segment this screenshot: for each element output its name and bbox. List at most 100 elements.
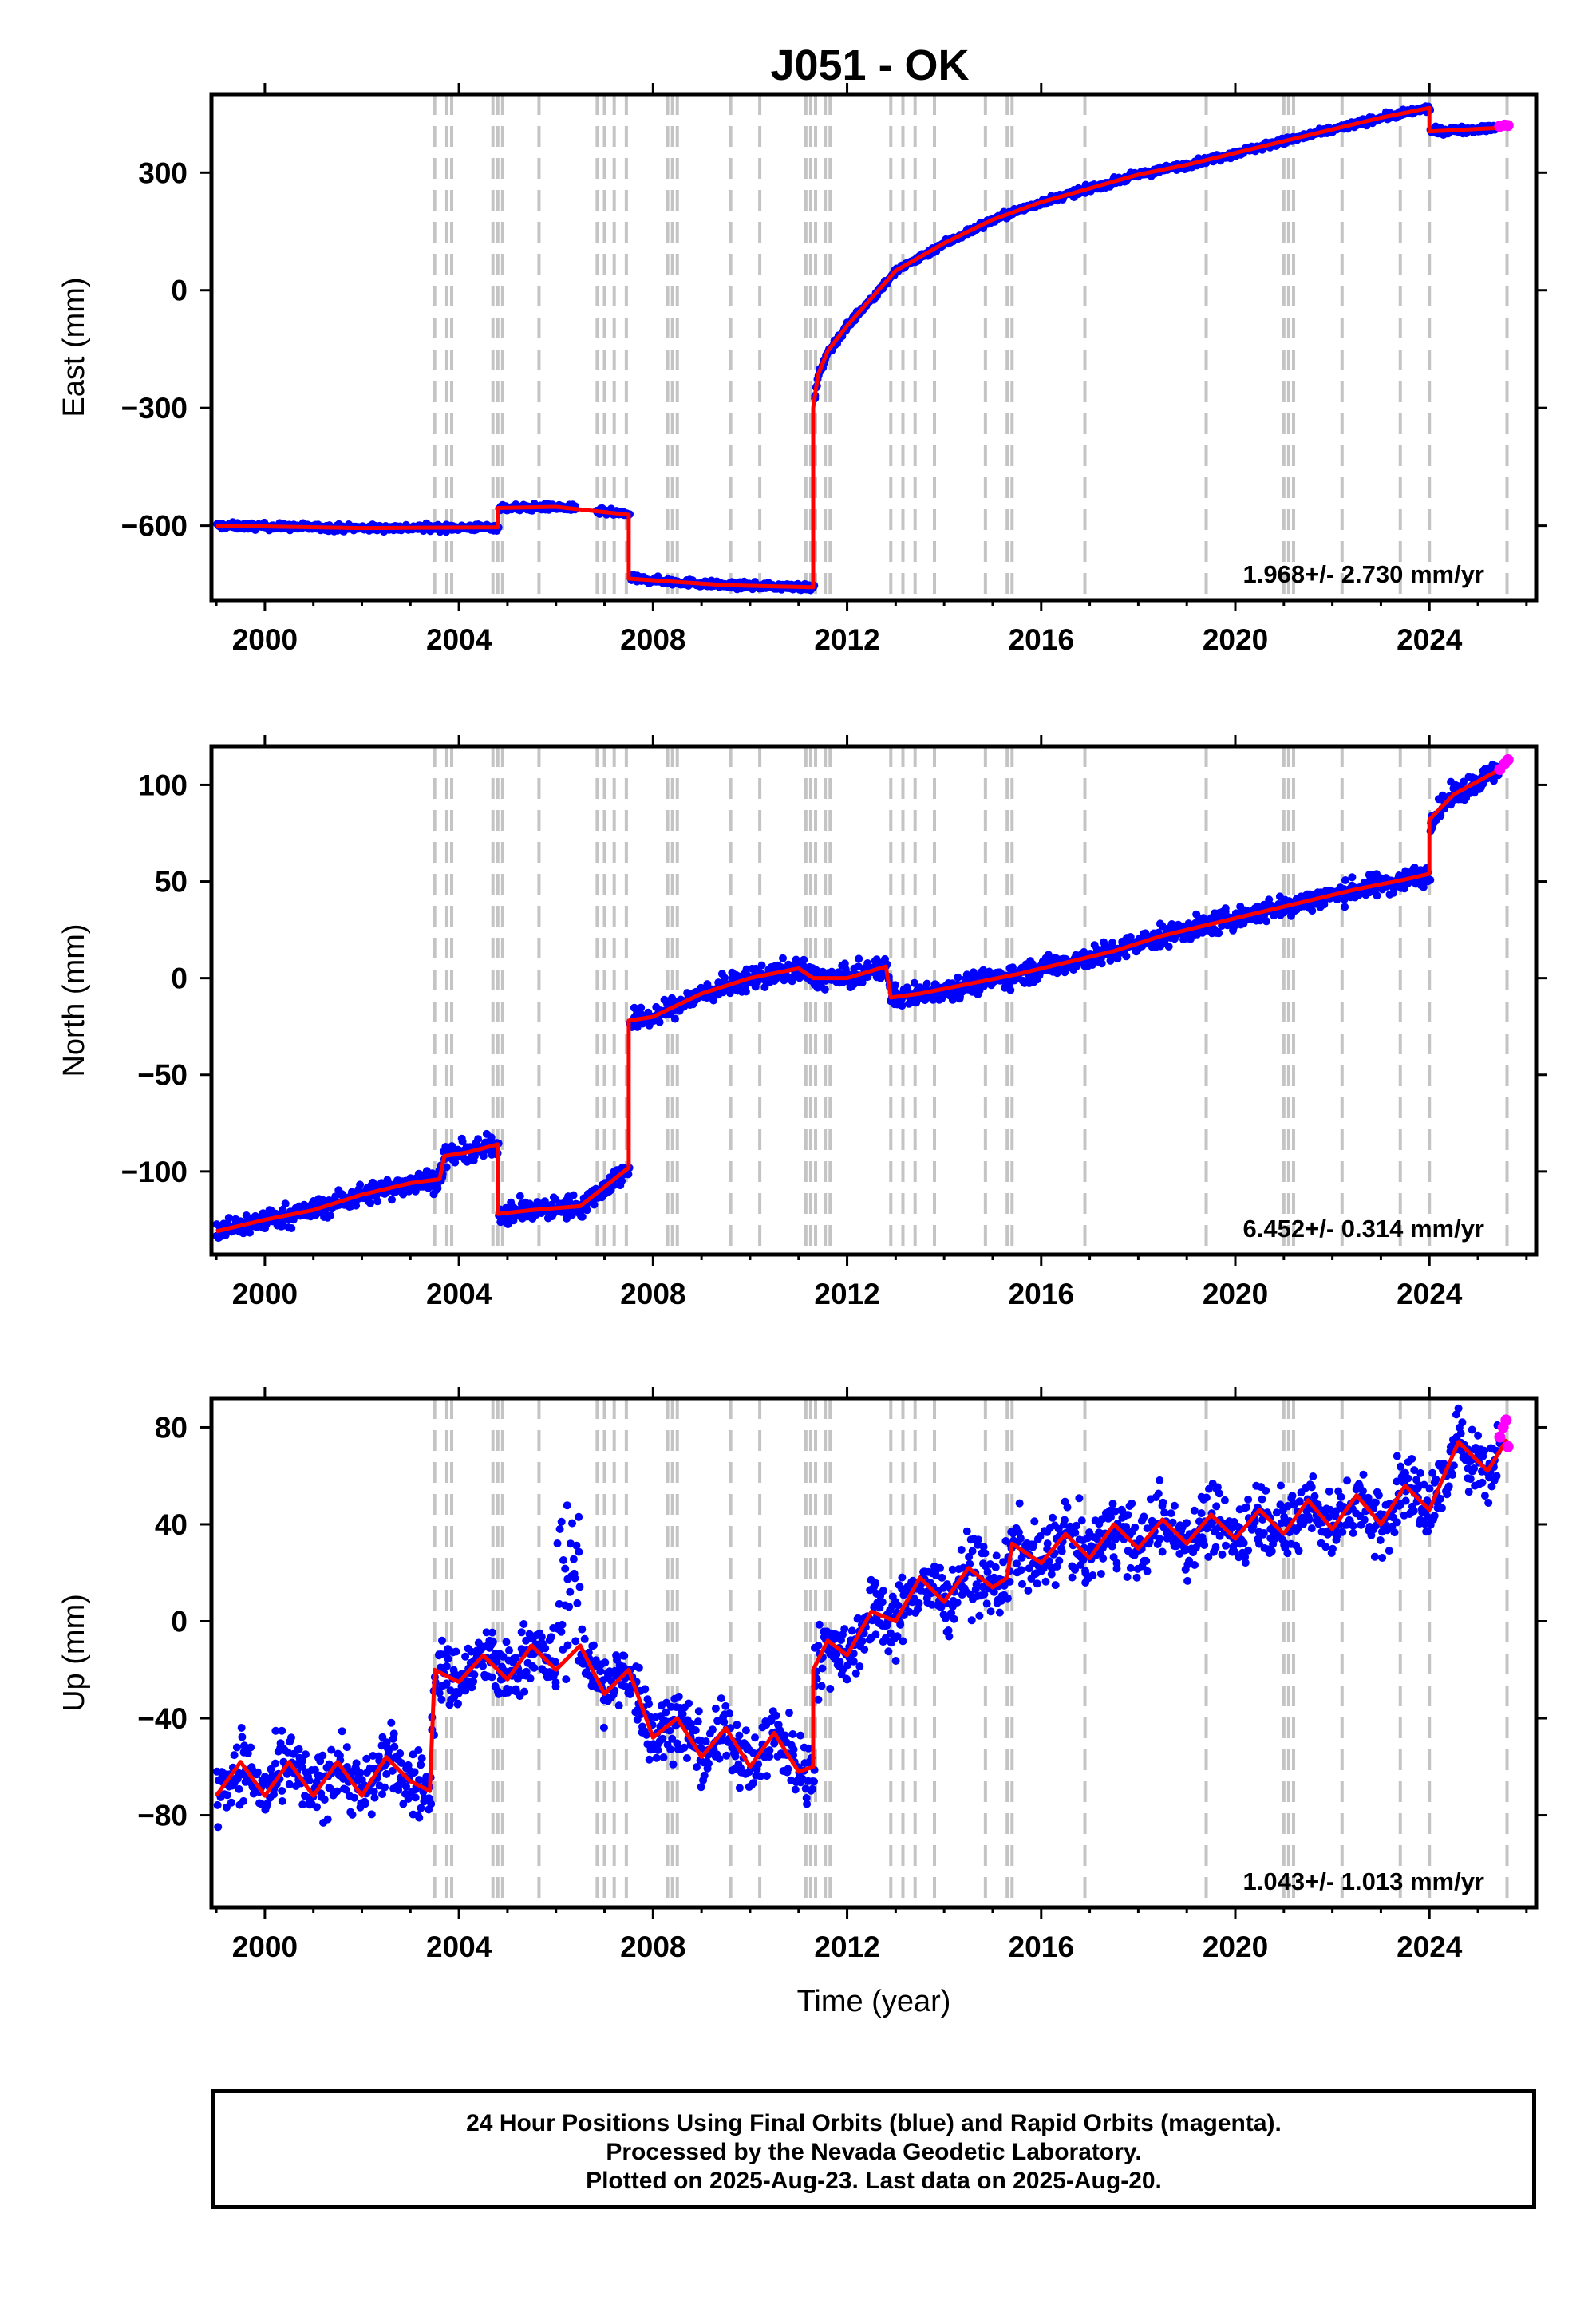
- data-point: [442, 1662, 451, 1670]
- data-point: [1112, 1564, 1121, 1573]
- data-point: [488, 1628, 496, 1637]
- data-point: [331, 1192, 340, 1201]
- data-point: [411, 1793, 420, 1802]
- data-point: [409, 1750, 417, 1759]
- data-point: [417, 1761, 425, 1769]
- data-point: [800, 955, 808, 964]
- data-point: [268, 1771, 277, 1780]
- data-point: [715, 1754, 724, 1763]
- data-point: [294, 1745, 303, 1753]
- data-point: [278, 1726, 286, 1735]
- data-point: [749, 1779, 757, 1788]
- data-point: [557, 1517, 566, 1526]
- data-point: [967, 1616, 976, 1625]
- data-point: [356, 1769, 365, 1777]
- data-point: [1221, 904, 1230, 913]
- data-point: [298, 1757, 306, 1765]
- data-point: [858, 1637, 867, 1646]
- rapid-orbit-point: [1502, 120, 1514, 132]
- data-point: [537, 1633, 546, 1642]
- data-point: [1060, 1520, 1068, 1529]
- chart-title: J051 - OK: [770, 41, 969, 89]
- data-point: [645, 1700, 654, 1709]
- data-point: [785, 1709, 793, 1717]
- data-point: [438, 1636, 446, 1645]
- data-point: [1112, 1559, 1121, 1567]
- data-point: [808, 1784, 817, 1793]
- data-point: [1436, 811, 1445, 820]
- plot-area-north: [212, 746, 1514, 1255]
- data-point: [369, 1787, 378, 1796]
- data-point: [843, 1661, 852, 1670]
- data-point: [452, 1647, 460, 1656]
- x-tick-label: 2000: [232, 1278, 298, 1310]
- data-point: [520, 1687, 529, 1696]
- data-point: [1041, 1577, 1050, 1586]
- data-point: [849, 1657, 858, 1666]
- data-point: [1043, 1539, 1052, 1548]
- data-point: [826, 1685, 835, 1693]
- data-point: [1072, 1521, 1080, 1530]
- data-point: [1097, 959, 1106, 968]
- data-point: [905, 1607, 914, 1616]
- data-point: [509, 1216, 518, 1225]
- data-point: [547, 1633, 555, 1642]
- data-point: [725, 1709, 733, 1717]
- data-point: [645, 1755, 654, 1764]
- data-point: [230, 1751, 239, 1760]
- data-point: [954, 973, 962, 982]
- data-point: [454, 1699, 462, 1708]
- x-tick-label: 2016: [1009, 1278, 1074, 1310]
- data-point: [569, 1191, 578, 1199]
- data-point: [1122, 952, 1131, 961]
- data-point: [754, 1760, 763, 1769]
- data-point: [569, 1555, 578, 1563]
- data-point: [304, 1772, 312, 1780]
- data-point: [1018, 1579, 1026, 1588]
- data-point: [557, 1627, 566, 1636]
- data-point: [224, 1214, 233, 1223]
- data-point: [760, 983, 769, 991]
- data-point: [697, 1783, 705, 1792]
- data-point: [442, 1679, 451, 1688]
- data-point: [394, 1786, 403, 1794]
- data-point: [770, 1739, 779, 1748]
- data-point: [765, 1746, 774, 1755]
- data-point: [517, 1628, 526, 1637]
- data-point: [972, 1580, 981, 1589]
- data-point: [1055, 1556, 1064, 1565]
- data-point: [1341, 903, 1349, 911]
- data-point: [1051, 1581, 1060, 1590]
- data-point: [788, 1730, 797, 1738]
- data-point: [479, 1662, 488, 1670]
- data-point: [571, 1637, 580, 1646]
- data-point: [281, 1199, 290, 1208]
- data-point: [1113, 954, 1122, 963]
- data-point: [974, 1535, 982, 1544]
- data-point: [687, 1719, 696, 1728]
- data-point: [741, 1726, 750, 1735]
- data-point: [903, 985, 912, 994]
- data-point: [910, 1594, 918, 1603]
- data-point: [975, 1611, 984, 1620]
- data-point: [1460, 777, 1468, 786]
- data-point: [1164, 943, 1173, 951]
- data-point: [474, 1135, 483, 1144]
- data-point: [655, 1018, 664, 1026]
- data-point: [968, 1547, 977, 1555]
- data-point: [512, 1654, 520, 1662]
- data-point: [1014, 1528, 1023, 1537]
- data-point: [575, 1512, 583, 1521]
- data-point: [417, 1804, 425, 1812]
- data-point: [618, 1176, 626, 1185]
- data-point: [652, 1753, 661, 1762]
- y-axis-label-north: North (mm): [57, 923, 91, 1077]
- data-point: [992, 1551, 1001, 1560]
- data-point: [1123, 1573, 1132, 1581]
- data-point: [342, 1785, 350, 1794]
- data-point: [814, 1695, 823, 1704]
- data-point: [213, 1800, 222, 1809]
- data-point: [840, 959, 849, 968]
- data-point: [471, 1152, 479, 1160]
- data-point: [720, 1717, 729, 1726]
